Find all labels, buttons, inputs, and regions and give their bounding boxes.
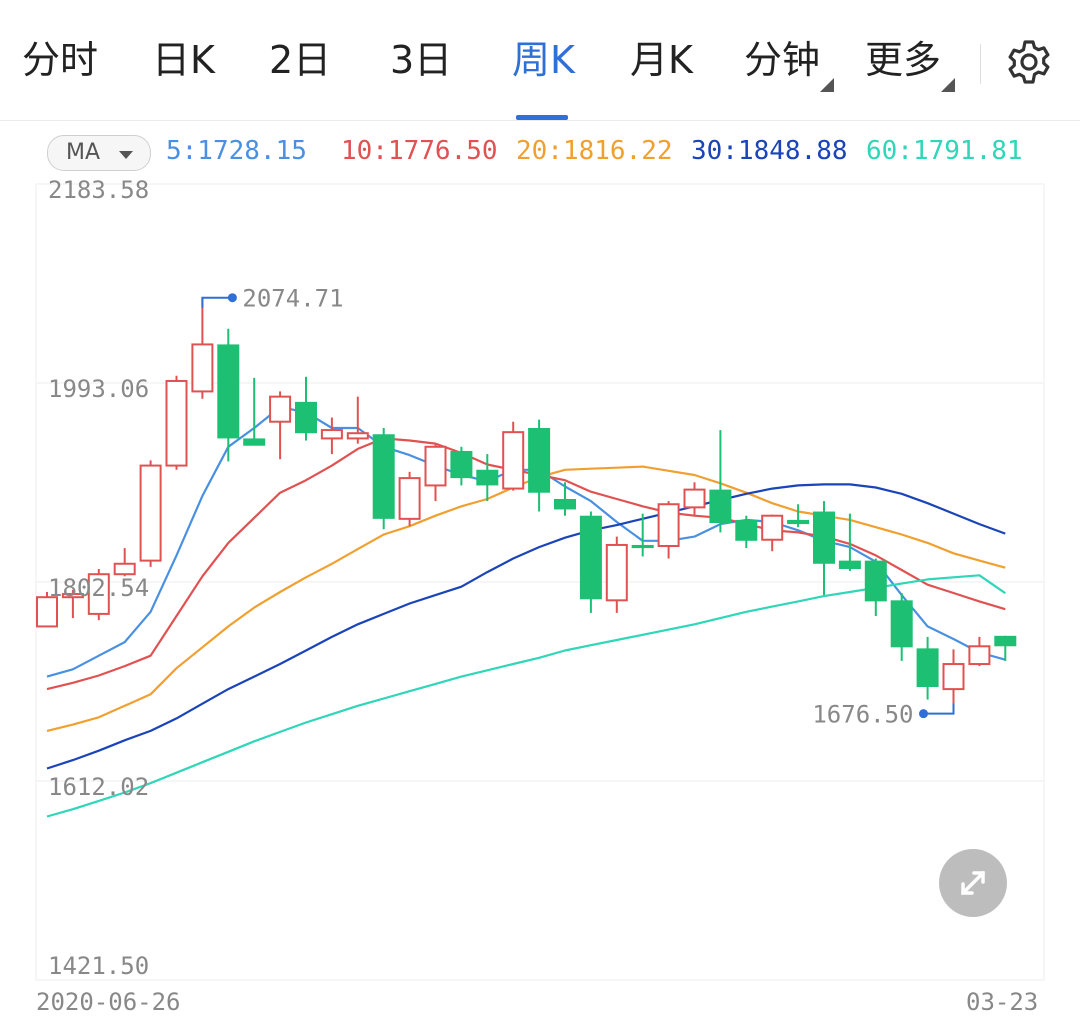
period-tabs: 分时 日K 2日 3日 周K 月K 分钟 更多 bbox=[0, 0, 1080, 121]
y-tick-label: 1802.54 bbox=[48, 574, 149, 602]
y-tick-label: 2183.58 bbox=[48, 180, 149, 204]
candle bbox=[502, 421, 525, 491]
candle bbox=[735, 515, 758, 549]
dropdown-corner-icon bbox=[820, 78, 834, 92]
candle bbox=[631, 513, 654, 557]
candle bbox=[968, 636, 991, 667]
candle bbox=[61, 589, 84, 619]
candle bbox=[916, 636, 939, 700]
candle bbox=[87, 568, 110, 621]
candle bbox=[864, 558, 887, 616]
candle bbox=[139, 460, 162, 567]
candle bbox=[476, 454, 499, 502]
candle bbox=[424, 444, 447, 502]
candle bbox=[994, 635, 1017, 661]
min-marker-dot bbox=[919, 709, 928, 719]
candle bbox=[761, 514, 784, 552]
y-tick-labels: 2183.58 1993.06 1802.54 1612.02 1421.50 bbox=[48, 180, 149, 980]
dropdown-corner-icon bbox=[941, 78, 955, 92]
tab-3-day[interactable]: 3日 bbox=[390, 38, 453, 82]
candle bbox=[269, 391, 292, 460]
candle bbox=[942, 649, 965, 714]
candle bbox=[605, 536, 628, 613]
tab-divider bbox=[980, 44, 981, 84]
ma-legend: MA 5:1728.15 10:1776.50 20:1816.22 30:18… bbox=[0, 128, 1080, 176]
candle bbox=[579, 511, 602, 613]
active-tab-indicator bbox=[516, 115, 568, 120]
y-tick-label: 1612.02 bbox=[48, 773, 149, 801]
tab-daily-k[interactable]: 日K bbox=[152, 38, 215, 82]
candle bbox=[450, 446, 473, 486]
ma30-value: 30:1848.88 bbox=[691, 136, 848, 166]
ma60-value: 60:1791.81 bbox=[866, 136, 1023, 166]
extreme-markers: 2074.71 1676.50 bbox=[201, 285, 955, 729]
tab-2-day[interactable]: 2日 bbox=[269, 38, 332, 82]
ma-line-ma5 bbox=[46, 406, 1006, 678]
candle bbox=[36, 591, 58, 628]
max-value-label: 2074.71 bbox=[242, 285, 343, 313]
candle bbox=[346, 396, 369, 444]
y-tick-label: 1421.50 bbox=[48, 952, 149, 980]
expand-icon bbox=[961, 871, 985, 895]
ma10-value: 10:1776.50 bbox=[341, 136, 498, 166]
tab-intraday[interactable]: 分时 bbox=[22, 38, 99, 82]
ma-line-ma10 bbox=[46, 437, 1006, 691]
tab-monthly-k[interactable]: 月K bbox=[630, 38, 693, 82]
candle bbox=[709, 430, 732, 533]
ma5-value: 5:1728.15 bbox=[166, 136, 307, 166]
ma-selector-label: MA bbox=[66, 140, 101, 165]
candle bbox=[295, 376, 317, 441]
candle bbox=[113, 548, 136, 577]
candle bbox=[813, 501, 835, 596]
candle bbox=[372, 427, 395, 530]
x-end-date: 03-23 bbox=[966, 988, 1039, 1016]
x-start-date: 2020-06-26 bbox=[36, 988, 181, 1016]
y-tick-label: 1993.06 bbox=[48, 375, 149, 403]
expand-button[interactable] bbox=[939, 849, 1007, 917]
ma-line-ma60 bbox=[46, 574, 1006, 818]
min-marker-line bbox=[923, 703, 955, 715]
candle bbox=[554, 482, 576, 516]
min-value-label: 1676.50 bbox=[812, 701, 913, 729]
candle bbox=[243, 377, 266, 446]
candle bbox=[528, 419, 551, 512]
weekly-k-chart[interactable]: 2183.58 1993.06 1802.54 1612.02 1421.50 2074… bbox=[0, 180, 1080, 985]
candle bbox=[890, 593, 913, 661]
tab-minute[interactable]: 分钟 bbox=[744, 38, 821, 82]
candles bbox=[36, 297, 1017, 714]
candle bbox=[398, 471, 421, 527]
candle bbox=[683, 482, 706, 516]
tab-more[interactable]: 更多 bbox=[865, 38, 942, 82]
max-marker-dot bbox=[227, 293, 237, 303]
ma-line-ma20 bbox=[46, 465, 1006, 732]
candle bbox=[787, 504, 810, 528]
ma-line-ma30 bbox=[46, 483, 1006, 770]
candle bbox=[657, 501, 680, 559]
caret-down-icon bbox=[119, 151, 133, 159]
ma-selector-button[interactable]: MA bbox=[47, 135, 151, 171]
max-marker-line bbox=[201, 296, 233, 308]
candle bbox=[838, 513, 861, 572]
ma-lines bbox=[46, 406, 1006, 818]
candle bbox=[191, 297, 214, 399]
ma20-value: 20:1816.22 bbox=[516, 136, 673, 166]
tab-weekly-k[interactable]: 周K bbox=[512, 38, 575, 82]
candle bbox=[217, 328, 240, 462]
candle bbox=[320, 417, 343, 455]
gear-icon[interactable] bbox=[1003, 36, 1055, 88]
candle bbox=[165, 375, 188, 470]
